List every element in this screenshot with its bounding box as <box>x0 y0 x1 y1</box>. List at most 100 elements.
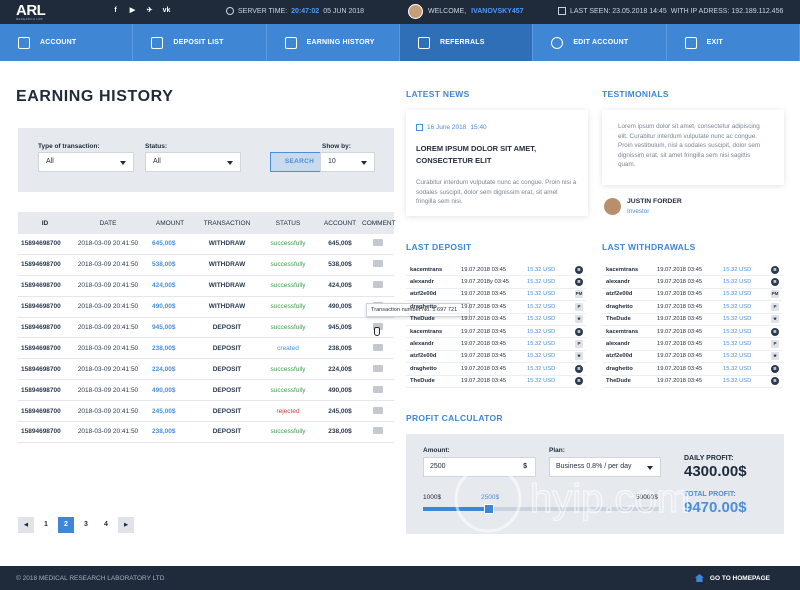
type-select[interactable]: All <box>38 152 134 172</box>
nav-deposit-list[interactable]: DEPOSIT LIST <box>133 24 267 61</box>
item-date: 19.07.2018 03:45 <box>461 378 507 385</box>
facebook-icon[interactable]: f <box>114 7 117 14</box>
payment-system-icon: ★ <box>575 315 583 324</box>
go-home-link[interactable]: GO TO HOMEPAGE <box>694 574 770 582</box>
row-amount: 645,00$ <box>152 240 176 248</box>
comment-icon[interactable] <box>373 323 383 330</box>
telegram-icon[interactable]: ✈ <box>146 7 153 14</box>
row-transaction: DEPOSIT <box>212 324 242 331</box>
comment-icon[interactable] <box>373 364 383 372</box>
item-name: atzf2e00d <box>410 291 437 298</box>
list-item: atzf2e00d 19.07.2018 03:45 15.32 USD ★ <box>602 351 782 364</box>
row-amount: 224,00$ <box>152 365 176 373</box>
item-name: TheDude <box>410 378 435 385</box>
comment-icon[interactable] <box>373 239 383 247</box>
amount-input[interactable]: 2500 $ <box>423 457 536 477</box>
gift-icon <box>417 36 430 49</box>
list-item: TheDude 19.07.2018 03:45 15.32 USD ★ <box>406 314 586 326</box>
row-date: 2018-03-09 20:41:50 <box>77 282 139 290</box>
calendar-icon <box>558 7 566 15</box>
status-select[interactable]: All <box>145 152 241 172</box>
item-amount: 15.32 USD <box>527 303 556 310</box>
news-date: 16 June 2018 15:40 <box>416 124 578 131</box>
profit-calculator: Amount: 2500 $ Plan: Business 0.8% / per… <box>406 434 784 534</box>
comment-icon[interactable] <box>373 427 383 435</box>
page-3[interactable]: 3 <box>84 521 88 528</box>
payment-system-icon: B <box>771 364 779 373</box>
nav-referrals[interactable]: REFERRALS <box>399 24 534 61</box>
server-time-label: SERVER TIME: <box>238 7 288 15</box>
page-1[interactable]: 1 <box>44 521 48 528</box>
amount-slider[interactable] <box>423 504 659 514</box>
list-item: TheDude 19.07.2018 03:45 15.32 USD ★ <box>602 314 782 326</box>
news-text: Curabitur interdum vulputate nunc ac con… <box>416 179 577 205</box>
username[interactable]: IVANOVSKY457 <box>471 8 524 15</box>
news-card[interactable]: 16 June 2018 15:40 LOREM IPSUM DOLOR SIT… <box>406 110 588 216</box>
list-item: atzf2e00d 19.07.2018 03:45 15.32 USD PM <box>602 289 782 302</box>
hand-cursor-icon <box>374 327 380 336</box>
nav-earning-history[interactable]: EARNING HISTORY <box>267 24 400 61</box>
nav-account[interactable]: ACCOUNT <box>0 24 134 61</box>
total-profit-label: TOTAL PROFIT: <box>684 491 736 498</box>
show-by-select[interactable]: 10 <box>320 152 375 172</box>
item-date: 19.07.2018 03:45 <box>657 341 703 348</box>
comment-icon[interactable] <box>373 406 383 414</box>
row-id: 15894698700 <box>21 324 61 331</box>
item-amount: 15.32 USD <box>723 266 752 273</box>
item-name: TheDude <box>606 316 631 323</box>
last-withdrawals-title: LAST WITHDRAWALS <box>602 242 696 252</box>
list-item: atzf2e00d 19.07.2018 03:45 15.32 USD ★ <box>406 351 586 364</box>
item-name: kacemtrans <box>410 266 443 273</box>
payment-system-icon: B <box>771 327 779 336</box>
col-account: ACCOUNT <box>323 219 357 227</box>
nav-edit-account[interactable]: EDIT ACCOUNT <box>533 24 667 61</box>
comment-icon[interactable] <box>373 260 383 268</box>
show-by-label: Show by: <box>322 143 351 150</box>
item-date: 19.07.2018 03:45 <box>461 353 507 360</box>
nav-exit[interactable]: EXIT <box>667 24 800 61</box>
chevron-down-icon <box>647 466 653 470</box>
nav-label: EDIT ACCOUNT <box>573 39 629 46</box>
plan-select[interactable]: Business 0.8% / per day <box>549 457 661 477</box>
comment-icon[interactable] <box>373 343 383 351</box>
item-amount: 15.32 USD <box>723 316 752 323</box>
item-date: 19.07.2018 03:45 <box>461 291 507 298</box>
row-comment <box>362 406 394 416</box>
slider-handle[interactable] <box>484 504 495 514</box>
list-item: kacemtrans 19.07.2018 03:45 15.32 USD B <box>406 264 586 277</box>
row-status: successfully <box>270 261 306 269</box>
row-id: 15894698700 <box>21 240 61 248</box>
item-date: 19.07.2018 03:45 <box>461 341 507 348</box>
row-amount: 424,00$ <box>152 282 176 290</box>
currency-symbol: $ <box>523 463 527 470</box>
image-icon <box>151 36 164 49</box>
earning-table: ID DATE AMOUNT TRANSACTION STATUS ACCOUN… <box>18 212 396 443</box>
clock-icon <box>226 7 234 15</box>
row-comment <box>362 343 394 353</box>
page-4[interactable]: 4 <box>104 521 108 528</box>
pagination: ◀ 1 2 3 4 ▶ <box>18 517 134 533</box>
table-row: 15894698700 2018-03-09 20:41:50 945,00$ DEP… <box>18 318 394 339</box>
payment-system-icon: B <box>575 278 583 287</box>
youtube-icon[interactable]: ▶ <box>129 7 136 14</box>
col-id: ID <box>41 219 49 227</box>
table-row: 15894698700 2018-03-09 20:41:50 224,00$ DEP… <box>18 359 394 381</box>
user-avatar[interactable] <box>408 4 423 19</box>
table-row: 15894698700 2018-03-09 20:41:50 238,00$ DEP… <box>18 422 394 443</box>
gear-icon <box>551 36 564 49</box>
page-2[interactable]: 2 <box>58 517 74 533</box>
search-button[interactable]: SEARCH <box>270 152 329 172</box>
row-date: 2018-03-09 20:41:50 <box>77 344 139 352</box>
comment-icon[interactable] <box>373 281 383 289</box>
comment-icon[interactable] <box>373 385 383 393</box>
table-header: ID DATE AMOUNT TRANSACTION STATUS ACCOUN… <box>18 212 396 234</box>
logo[interactable]: ARL <box>16 2 46 19</box>
vk-icon[interactable]: vk <box>162 7 171 14</box>
slider-max: 50000$ <box>636 494 658 501</box>
total-profit-value: 9470.00$ <box>684 499 747 516</box>
item-amount: 15.32 USD <box>723 341 752 348</box>
next-page-button[interactable]: ▶ <box>118 517 134 533</box>
table-row: 15894698700 2018-03-09 20:41:50 645,00$ WIT… <box>18 234 394 255</box>
prev-page-button[interactable]: ◀ <box>18 517 34 533</box>
news-headline[interactable]: LOREM IPSUM DOLOR SIT AMET, CONSECTETUR … <box>416 144 537 165</box>
